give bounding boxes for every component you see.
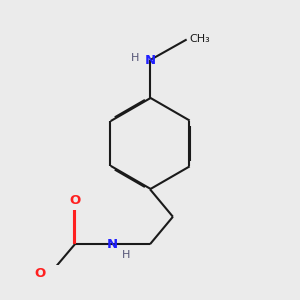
Text: N: N (144, 54, 156, 67)
Text: CH₃: CH₃ (189, 34, 210, 44)
Text: H: H (122, 250, 130, 260)
Text: N: N (107, 238, 118, 251)
Text: O: O (69, 194, 80, 207)
Text: H: H (131, 53, 140, 64)
Text: O: O (34, 268, 46, 281)
